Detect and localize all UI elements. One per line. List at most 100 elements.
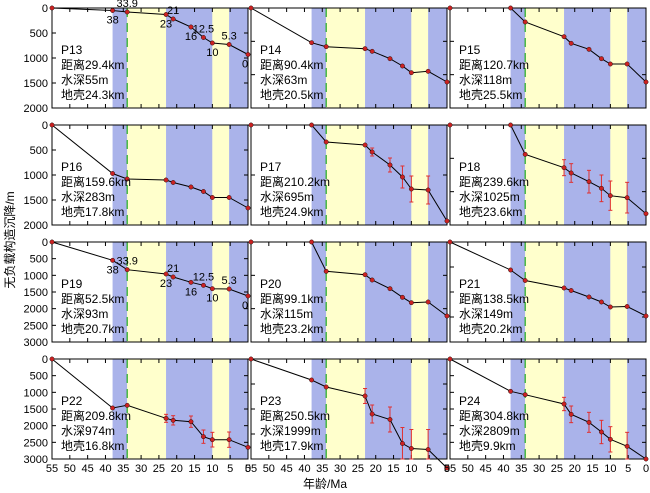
data-point — [387, 417, 393, 422]
y-tick-label: 1500 — [24, 287, 48, 299]
data-point — [387, 286, 393, 292]
period-band — [229, 359, 248, 459]
x-axis-label: 年龄/Ma — [303, 477, 347, 491]
data-point — [408, 186, 414, 192]
period-band — [411, 359, 429, 459]
data-point — [624, 304, 630, 309]
panel-info-line: 地壳24.3km — [61, 88, 124, 102]
data-point — [188, 24, 194, 30]
data-point — [447, 356, 453, 362]
panel-info-line: 水深1999m — [260, 424, 321, 438]
data-point — [309, 40, 314, 46]
x-tick-label: 55 — [444, 463, 456, 475]
panel-info-line: 距离250.5km — [260, 408, 330, 423]
subsidence-line — [251, 124, 448, 222]
y-tick-label: 1500 — [24, 404, 48, 416]
data-point — [245, 205, 251, 211]
period-band — [112, 359, 128, 459]
y-tick-label: 2000 — [24, 421, 48, 433]
data-point — [508, 388, 513, 394]
data-point — [188, 419, 194, 425]
period-band — [229, 8, 248, 108]
data-point — [226, 42, 232, 47]
age-label: 10 — [206, 47, 218, 59]
data-point — [201, 434, 206, 440]
data-point — [444, 465, 450, 471]
data-point — [248, 356, 254, 362]
data-point — [408, 300, 414, 306]
panel-id: P22 — [61, 394, 83, 408]
y-tick-label: 2000 — [24, 220, 48, 232]
period-band — [365, 125, 412, 225]
data-point — [369, 277, 375, 283]
data-point — [226, 195, 232, 200]
y-tick-label: 2000 — [24, 103, 48, 115]
panel-info-line: 地壳16.8km — [61, 439, 124, 453]
y-tick-label: 1000 — [24, 387, 48, 399]
panel-id: P18 — [459, 160, 481, 174]
period-band — [251, 242, 312, 342]
data-point — [226, 437, 232, 443]
subsidence-line — [450, 7, 647, 83]
x-tick-label: 0 — [643, 463, 649, 475]
panel-grid: 05001000150020003833.923211612.5105.30P1… — [24, 0, 650, 475]
period-band — [428, 359, 447, 459]
subsidence-line — [250, 358, 448, 469]
panel-info-line: 地壳23.6km — [459, 205, 522, 219]
data-point — [568, 288, 574, 293]
period-band — [627, 242, 646, 342]
data-point — [586, 294, 592, 300]
panel-id: P19 — [61, 277, 83, 291]
panel-info-line: 水深2809m — [459, 424, 520, 438]
panel-id: P16 — [61, 160, 83, 174]
data-point — [400, 294, 405, 300]
period-band — [627, 125, 646, 225]
subsidence-line — [51, 124, 249, 209]
data-point — [248, 122, 254, 128]
x-tick-label: 40 — [99, 463, 111, 475]
data-point — [369, 411, 375, 417]
data-point — [447, 239, 453, 245]
data-point — [110, 405, 115, 411]
age-label: 33.9 — [116, 0, 137, 10]
period-band — [212, 125, 230, 225]
data-point — [400, 63, 405, 69]
x-tick-label: 30 — [533, 463, 545, 475]
data-point — [248, 5, 254, 11]
period-band — [166, 125, 213, 225]
panel-id: P23 — [260, 394, 282, 408]
period-band — [525, 125, 565, 225]
x-tick-label: 45 — [281, 463, 293, 475]
period-band — [450, 125, 511, 225]
x-tick-label: 20 — [569, 463, 581, 475]
panel-info-line: 地壳20.5km — [260, 88, 323, 102]
period-band — [112, 8, 128, 108]
period-band — [251, 8, 312, 108]
data-point — [561, 285, 567, 291]
subsidence-line — [250, 7, 448, 83]
panel-info-line: 地壳23.2km — [260, 322, 323, 336]
panel-info-line: 地壳9.9km — [459, 439, 516, 453]
panel-info-line: 水深974m — [61, 424, 115, 438]
panel-id: P13 — [61, 43, 83, 57]
age-label: 38 — [106, 264, 118, 276]
period-band — [166, 8, 213, 108]
panel-info-line: 距离159.6km — [61, 174, 131, 189]
data-point — [209, 40, 215, 46]
data-point — [643, 79, 649, 85]
x-tick-label: 30 — [135, 463, 147, 475]
period-band — [127, 125, 167, 225]
data-point — [170, 417, 176, 423]
subsidence-line — [51, 241, 249, 297]
x-tick-label: 50 — [462, 463, 474, 475]
data-point — [508, 5, 513, 11]
panel-info-line: 距离304.8km — [459, 408, 529, 423]
y-tick-label: 3000 — [24, 337, 48, 349]
data-point — [607, 304, 613, 310]
period-band — [127, 8, 167, 108]
data-point — [110, 257, 115, 263]
data-point — [49, 122, 55, 128]
age-label: 12.5 — [193, 24, 214, 36]
age-label: 12.5 — [193, 271, 214, 283]
